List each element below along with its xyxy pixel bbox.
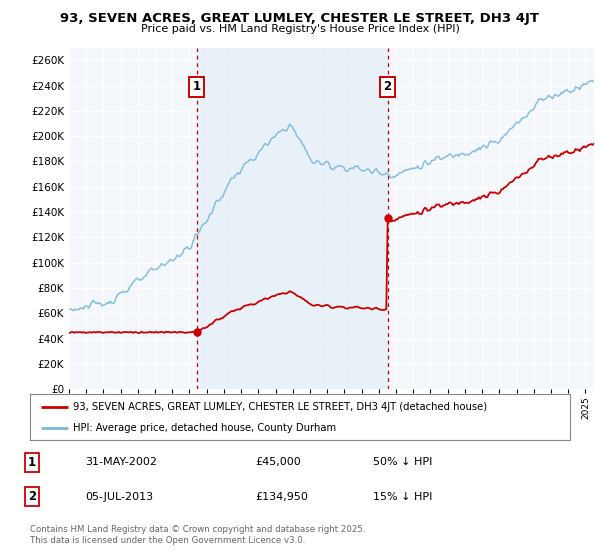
Text: 93, SEVEN ACRES, GREAT LUMLEY, CHESTER LE STREET, DH3 4JT (detached house): 93, SEVEN ACRES, GREAT LUMLEY, CHESTER L… xyxy=(73,402,487,412)
Text: 15% ↓ HPI: 15% ↓ HPI xyxy=(373,492,433,502)
Text: Price paid vs. HM Land Registry's House Price Index (HPI): Price paid vs. HM Land Registry's House … xyxy=(140,24,460,34)
Text: Contains HM Land Registry data © Crown copyright and database right 2025.
This d: Contains HM Land Registry data © Crown c… xyxy=(30,525,365,545)
Text: 50% ↓ HPI: 50% ↓ HPI xyxy=(373,457,433,467)
Text: 2: 2 xyxy=(28,491,36,503)
Text: 2: 2 xyxy=(383,81,392,94)
Bar xyxy=(197,48,388,389)
Text: 05-JUL-2013: 05-JUL-2013 xyxy=(86,492,154,502)
Text: HPI: Average price, detached house, County Durham: HPI: Average price, detached house, Coun… xyxy=(73,423,337,433)
Text: 1: 1 xyxy=(193,81,201,94)
Text: £134,950: £134,950 xyxy=(255,492,308,502)
Text: 1: 1 xyxy=(28,455,36,469)
Text: 31-MAY-2002: 31-MAY-2002 xyxy=(86,457,158,467)
Text: £45,000: £45,000 xyxy=(255,457,301,467)
Text: 93, SEVEN ACRES, GREAT LUMLEY, CHESTER LE STREET, DH3 4JT: 93, SEVEN ACRES, GREAT LUMLEY, CHESTER L… xyxy=(61,12,539,25)
